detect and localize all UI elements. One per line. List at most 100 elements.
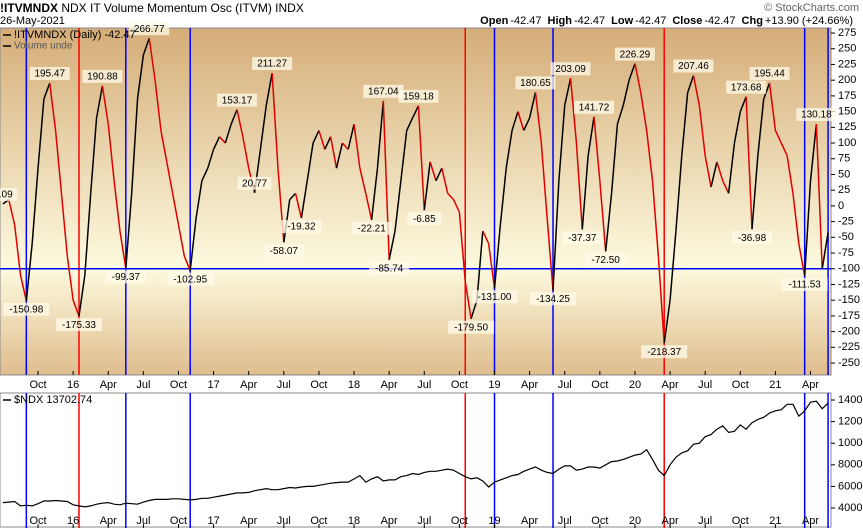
value-label: 3.09 [0,190,13,201]
line-segment [651,180,660,257]
quote-value: -42.47 [573,15,606,27]
value-label: 203.09 [555,64,586,75]
line-segment [25,243,33,301]
line-segment [125,193,133,269]
value-label-box [217,93,258,107]
quote-label: Open [480,15,509,27]
y-tick-label: -150 [838,294,860,306]
y-tick-label: -250 [838,357,860,369]
x-tick-label: Jul [417,379,431,391]
line-segment [470,299,478,319]
value-label-box [585,253,626,267]
line-segment [119,230,127,269]
value-label: 153.17 [222,95,253,106]
line-segment [376,100,385,169]
value-label: 207.46 [678,61,709,72]
value-label: -175.33 [62,320,96,331]
x-tick-label: Jul [558,515,572,527]
x-tick-label: Apr [802,515,819,527]
value-label-box [281,220,322,234]
y-tick-label: 0 [838,200,844,212]
quote-value: -42.47 [635,15,667,27]
value-label-box [448,320,495,334]
line-segment [540,142,548,219]
line-segment [189,218,197,271]
quote-label: Close [672,15,703,27]
line-segment [739,96,747,112]
line-segment [166,161,174,194]
y-tick-label: 100 [838,137,856,149]
x-tick-label: Jul [277,515,291,527]
line-segment [113,180,121,232]
line-segment [640,92,648,131]
quote: Open -42.47 High -42.47 Low -42.47 Close -42.47… [480,14,859,28]
x-tick-label: Apr [662,379,679,391]
x-tick-label: Apr [100,515,117,527]
line-segment [528,92,537,119]
value-label-box [3,302,50,316]
x-tick-label: Apr [521,379,538,391]
line-segment [8,199,16,225]
line-segment [686,75,695,93]
line-segment [60,193,69,257]
line-segment [177,224,186,257]
quote-label: Low [611,15,634,27]
line-segment [370,168,379,220]
value-label-box [726,80,767,94]
line-segment [429,161,437,181]
line-segment [347,124,355,150]
line-segment [148,38,156,81]
line-segment [552,180,560,291]
line-segment [821,232,829,269]
x-tick-label: Oct [591,515,608,527]
line-segment [569,78,578,144]
value-label: 141.72 [579,102,610,113]
line-segment [230,109,238,125]
value-label: -179.50 [454,322,488,333]
x-tick-label: Apr [521,515,538,527]
x-tick-label: Oct [29,379,46,391]
line-segment [107,124,115,181]
line-segment [798,243,806,277]
line-segment [458,212,466,282]
line-segment [54,130,63,194]
line-segment [359,168,367,194]
line-segment [523,117,531,131]
y-tick-label: 225 [838,58,856,70]
line-segment [487,243,496,289]
value-label-box [673,59,714,73]
line-segment [622,80,630,106]
line-segment [406,117,414,131]
line-segment [300,180,308,219]
copyright: © StockCharts.com [764,2,859,14]
x-tick-label: Jul [136,379,150,391]
x-tick-label: Oct [451,379,468,391]
y-tick-label: -25 [838,216,854,228]
line-segment [171,193,180,225]
line-segment [31,168,39,244]
line-segment [306,142,314,181]
y-tick-label: 8000 [838,459,862,471]
line-segment [452,199,461,213]
value-label-box [573,100,614,114]
value-label: 195.47 [34,69,65,80]
value-label: 20.77 [242,178,267,189]
legend-entry: $NDX 13702.74 [14,394,92,406]
y-tick-label: -175 [838,310,860,322]
line-segment [289,192,297,201]
x-tick-label: 16 [67,515,79,527]
line-segment [616,105,624,125]
quote-value: -42.47 [510,15,542,27]
y-tick-label: 14000 [838,394,863,406]
x-tick-label: 17 [207,515,219,527]
line-segment [727,142,736,194]
y-tick-label: 12000 [838,416,863,428]
line-segment [13,224,22,276]
value-label: -19.32 [287,222,316,233]
line-segment [505,130,513,169]
value-label: 266.77 [134,24,165,35]
y-tick-label: -50 [838,231,854,243]
line-segment [587,116,595,156]
line-segment [534,92,543,144]
